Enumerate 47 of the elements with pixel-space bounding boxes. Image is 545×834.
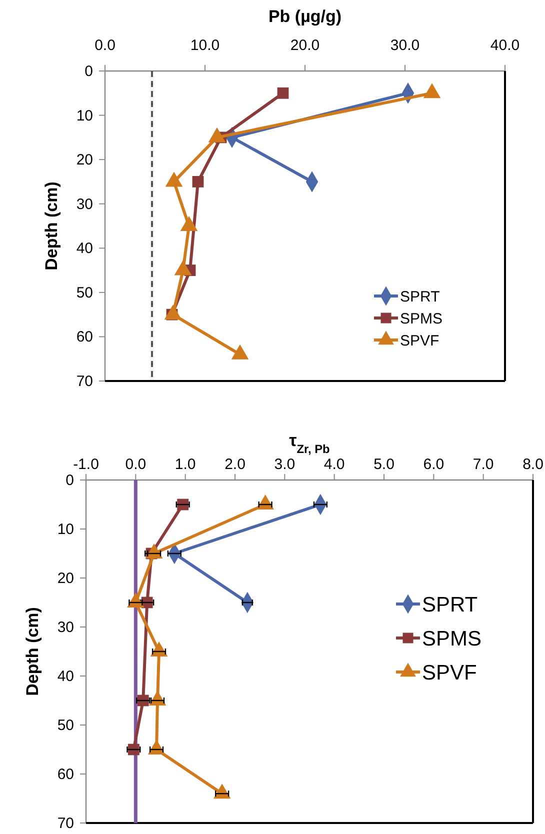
x-tick-label: 30.0: [390, 37, 420, 54]
point: [231, 344, 249, 360]
legend-label: SPMS: [400, 310, 443, 328]
x-tick-label: 4.0: [324, 456, 345, 473]
x-tick-label: 0.0: [125, 456, 146, 473]
y-tick-label: 10: [76, 107, 93, 124]
x-tick-label: 5.0: [374, 456, 394, 473]
y-tick-label: 40: [76, 240, 93, 258]
y-tick-label: 0: [84, 63, 93, 80]
point: [192, 176, 204, 188]
x-tick-label: 2.0: [224, 456, 246, 473]
y-tick-label: 40: [57, 668, 74, 685]
y-tick-label: 20: [76, 152, 93, 169]
x-tick-label: -1.0: [73, 456, 99, 473]
y-tick-label: 10: [57, 521, 74, 538]
y-tick-label: 20: [57, 570, 74, 587]
x-tick-label: 3.0: [274, 456, 296, 473]
y-axis-title: Depth (cm): [42, 182, 61, 270]
y-tick-label: 70: [57, 815, 74, 832]
y-tick-label: 50: [76, 284, 93, 302]
y-axis-title: Depth (cm): [23, 607, 42, 696]
y-tick-label: 50: [57, 717, 74, 734]
x-axis-title: τ$_{Zr, Pb}$: [289, 431, 330, 456]
x-tick-label: 40.0: [490, 37, 520, 54]
x-tick-label: 1.0: [174, 456, 196, 473]
x-tick-label: 20.0: [290, 37, 320, 54]
x-tick-label: 6.0: [423, 456, 444, 473]
x-tick-label: 7.0: [472, 456, 494, 473]
point: [277, 87, 289, 99]
y-tick-label: 30: [76, 196, 93, 213]
legend-label: SPRT: [400, 288, 440, 306]
legend-label: SPVF: [422, 662, 477, 685]
y-tick-label: 0: [66, 472, 74, 489]
x-tick-label: 10.0: [190, 37, 220, 54]
y-tick-label: 30: [57, 619, 74, 636]
y-tick-label: 60: [57, 766, 74, 783]
point: [164, 304, 182, 320]
x-tick-label: 8.0: [522, 456, 544, 473]
x-axis-title: Pb (µg/g): [268, 7, 342, 26]
point: [180, 216, 198, 231]
legend-label: SPVF: [400, 332, 440, 350]
legend-label: SPRT: [422, 594, 478, 617]
x-tick-label: 0.0: [94, 37, 116, 54]
y-tick-label: 70: [76, 373, 93, 390]
point: [174, 260, 192, 276]
y-tick-label: 60: [76, 328, 93, 346]
legend-label: SPMS: [422, 628, 482, 651]
